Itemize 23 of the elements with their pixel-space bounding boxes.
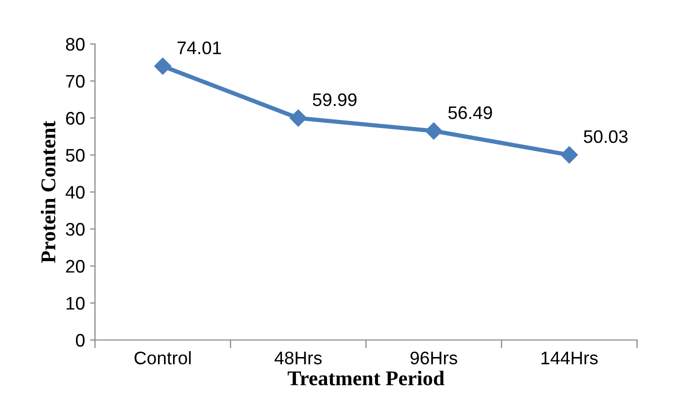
x-tick-label: Control (134, 351, 191, 364)
point (154, 58, 172, 75)
y-tick-label: 80 (66, 38, 85, 51)
point (425, 122, 442, 140)
data-label: 50.03 (584, 130, 628, 143)
y-tick-label: 30 (66, 222, 85, 236)
x-axis-title: Treatment Period (288, 370, 444, 386)
x-tick-label: 96Hrs (410, 352, 458, 364)
y-tick-label: 40 (66, 186, 85, 199)
y-tick-label: 20 (66, 260, 85, 273)
y-tick-label: 70 (66, 74, 85, 88)
x-tick-label: 48Hrs (274, 352, 322, 364)
y-tick-label: 0 (76, 334, 85, 347)
data-label: 74.01 (178, 41, 221, 54)
data-label: 59.99 (312, 93, 356, 106)
point (290, 109, 307, 127)
y-tick-label: 50 (66, 148, 85, 162)
y-tick-label: 10 (66, 296, 85, 310)
point (560, 146, 578, 164)
y-axis-title: Protein Content (40, 120, 56, 263)
data-label: 56.49 (448, 106, 492, 120)
y-tick-label: 60 (66, 112, 85, 125)
x-tick-label: 144Hrs (542, 352, 598, 364)
